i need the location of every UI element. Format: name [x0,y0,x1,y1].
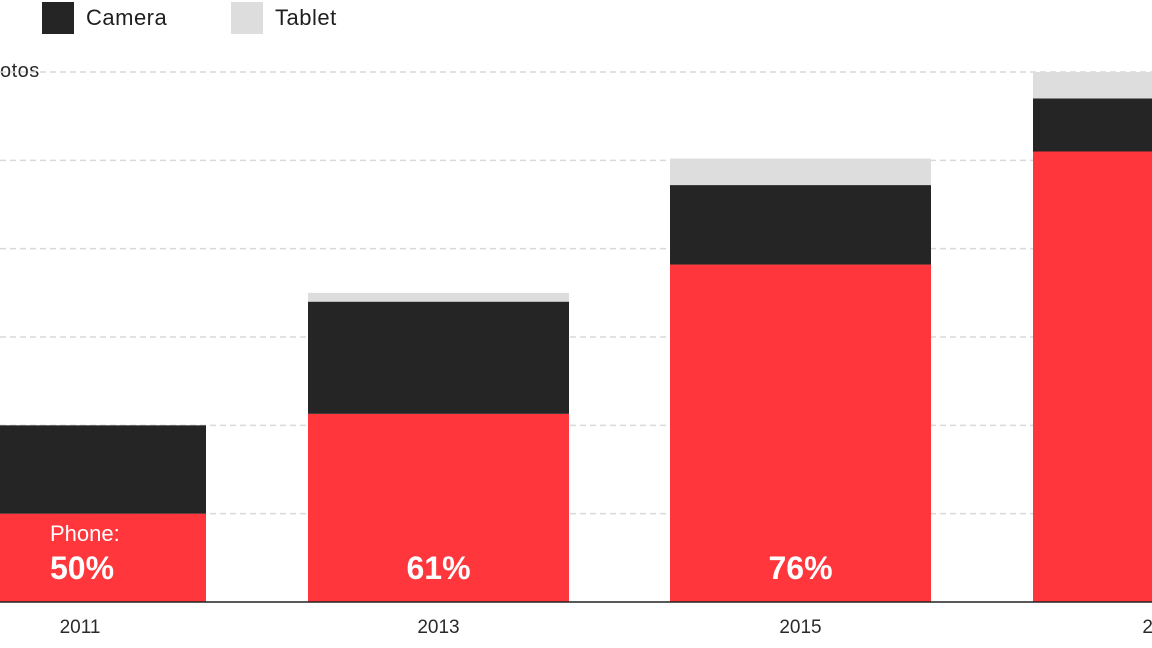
y-axis-label: otos [0,60,40,82]
legend-swatch-camera [42,2,74,34]
bar-label-2015: 76% [768,550,832,586]
x-tick-2017: 2017 [1142,617,1152,638]
legend-item-camera: Camera [42,2,167,34]
bar-2011-camera [0,425,206,514]
x-tick-2011: 2011 [60,617,101,638]
legend-item-tablet: Tablet [231,2,337,34]
legend-swatch-tablet [231,2,263,34]
bar-2017-series-0 [1033,151,1152,602]
x-tick-2015: 2015 [779,617,821,638]
bar-2015-camera [670,185,931,265]
legend-label-camera: Camera [86,5,168,30]
bar-2015-tablet [670,158,931,186]
bar-label-2011: 50% [50,550,114,586]
labels-layer: 50%61%76%8Phone: [50,521,833,586]
bar-label-2013: 61% [406,550,470,586]
bar-2017-tablet [1033,72,1152,99]
bar-2011-series-0 [0,513,206,602]
bar-2013-camera [308,301,569,414]
legend-label-tablet: Tablet [275,5,337,30]
axis-layer: 2011 2013 2015 2017 [0,601,1152,638]
x-tick-2013: 2013 [417,617,459,638]
bar-label-prefix: Phone: [50,521,120,546]
bar-2013-series-0 [308,413,569,602]
bar-2015-series-0 [670,264,931,602]
bar-2013-tablet [308,292,569,302]
bar-2017-camera [1033,98,1152,152]
bars-layer [0,72,1152,602]
